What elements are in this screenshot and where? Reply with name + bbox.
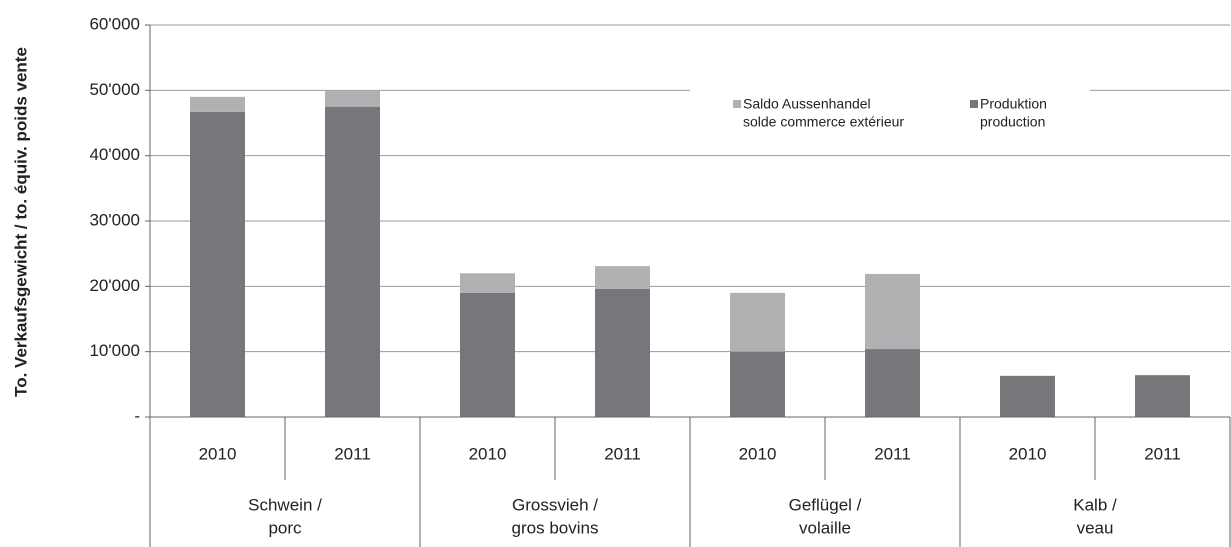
- x-tick-label: 2011: [1144, 444, 1181, 463]
- group-label: Kalb /: [1073, 495, 1117, 514]
- legend-background: [690, 78, 1090, 140]
- bar-segment: [1135, 375, 1190, 417]
- bar-segment: [190, 111, 245, 417]
- y-tick-label: -: [134, 406, 140, 425]
- legend-swatch: [733, 100, 741, 108]
- x-tick-label: 2011: [334, 444, 371, 463]
- bar-segment: [190, 96, 245, 112]
- x-tick-label: 2011: [874, 444, 911, 463]
- group-label: Geflügel /: [789, 495, 862, 514]
- bar-segment: [460, 292, 515, 417]
- y-tick-label: 30'000: [89, 210, 140, 229]
- legend-label: production: [980, 114, 1045, 130]
- x-tick-label: 2010: [1009, 444, 1047, 463]
- legend-swatch: [970, 100, 978, 108]
- y-tick-label: 40'000: [89, 145, 140, 164]
- bar-segment: [460, 273, 515, 293]
- y-tick-label: 10'000: [89, 341, 140, 360]
- bar-segment: [595, 288, 650, 417]
- bar-segment: [865, 273, 920, 350]
- group-label: volaille: [799, 518, 851, 537]
- bar-segment: [730, 351, 785, 417]
- bar-segment: [730, 292, 785, 352]
- x-tick-label: 2011: [604, 444, 641, 463]
- y-tick-label: 60'000: [89, 14, 140, 33]
- bar-segment: [325, 106, 380, 418]
- y-axis-label: To. Verkaufsgewicht / to. équiv. poids v…: [11, 47, 30, 397]
- group-label: porc: [268, 518, 302, 537]
- y-tick-label: 50'000: [89, 80, 140, 99]
- bar-segment: [595, 266, 650, 289]
- group-label: gros bovins: [512, 518, 599, 537]
- y-tick-label: 20'000: [89, 276, 140, 295]
- x-tick-label: 2010: [469, 444, 507, 463]
- x-tick-label: 2010: [739, 444, 777, 463]
- bar-segment: [325, 90, 380, 107]
- bar-segment: [1000, 375, 1055, 417]
- legend-label: Produktion: [980, 96, 1047, 112]
- group-label: Grossvieh /: [512, 495, 598, 514]
- legend-label: solde commerce extérieur: [743, 114, 904, 130]
- bar-segment: [865, 349, 920, 417]
- group-label: veau: [1077, 518, 1114, 537]
- group-label: Schwein /: [248, 495, 322, 514]
- legend-label: Saldo Aussenhandel: [743, 96, 871, 112]
- x-tick-label: 2010: [199, 444, 237, 463]
